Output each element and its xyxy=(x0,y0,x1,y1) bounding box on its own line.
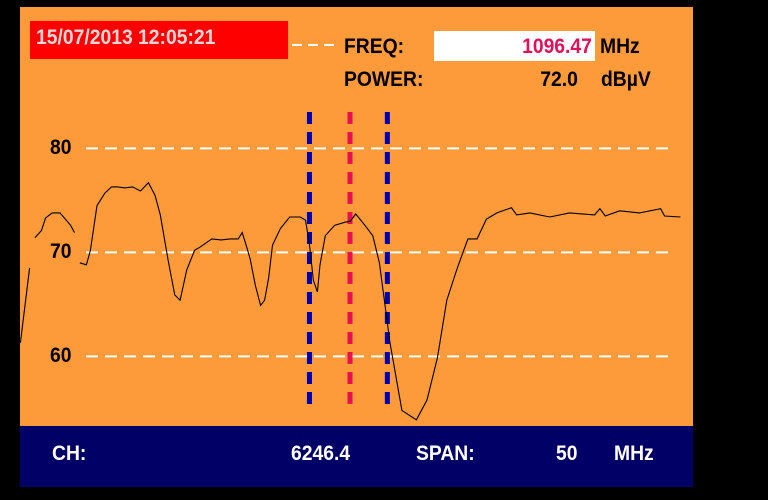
freq-value: 1096.47 xyxy=(522,35,592,58)
y-tick-70: 70 xyxy=(50,240,72,264)
timestamp: 15/07/2013 12:05:21 xyxy=(36,26,216,49)
freq-unit: MHz xyxy=(600,35,640,58)
channel-label: CH: xyxy=(52,442,87,465)
spectrum-trace-segment-1 xyxy=(34,212,75,239)
power-label: POWER: xyxy=(344,68,424,91)
spectrum-trace-segment-0 xyxy=(19,267,31,343)
timestamp-box xyxy=(30,21,288,59)
status-bar xyxy=(20,426,693,487)
freq-label: FREQ: xyxy=(344,35,405,58)
channel-value: 6246.4 xyxy=(291,442,351,465)
span-value: 50 xyxy=(556,442,578,465)
power-unit: dBµV xyxy=(601,68,651,91)
spectrum-trace-segment-2 xyxy=(79,181,681,421)
y-tick-80: 80 xyxy=(50,136,72,160)
y-tick-60: 60 xyxy=(50,344,72,368)
freq-input[interactable] xyxy=(434,31,595,61)
power-value: 72.0 xyxy=(540,68,578,91)
span-unit: MHz xyxy=(614,442,654,465)
span-label: SPAN: xyxy=(416,442,475,465)
